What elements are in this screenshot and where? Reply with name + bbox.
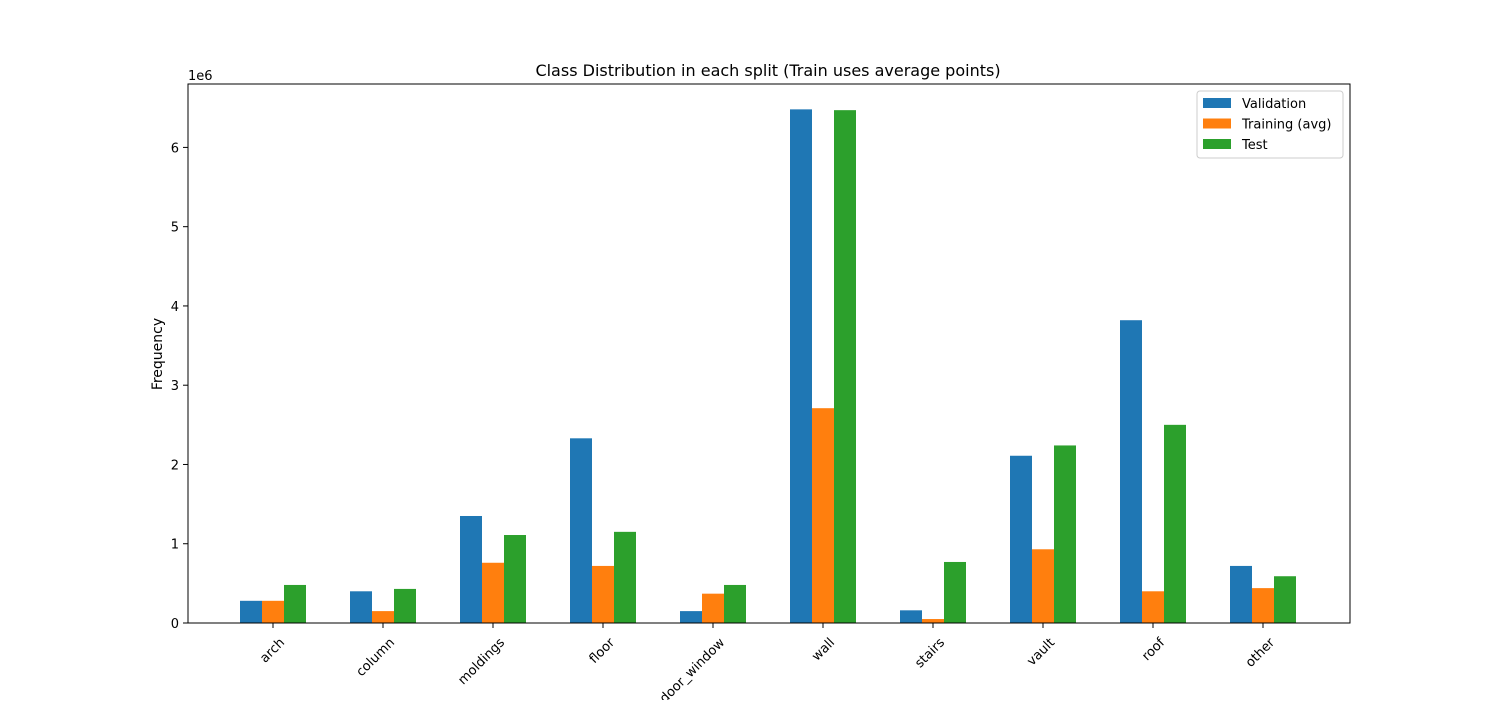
legend-label: Training (avg) xyxy=(1241,118,1331,133)
legend-label: Validation xyxy=(1242,97,1306,112)
y-tick-label: 0 xyxy=(171,617,179,632)
x-tick-label: roof xyxy=(1139,635,1168,664)
legend-swatch xyxy=(1203,139,1231,149)
bar-stairs xyxy=(944,561,966,623)
bar-arch xyxy=(284,584,306,623)
bar-floor xyxy=(592,565,614,623)
bar-other xyxy=(1252,588,1274,623)
bar-vault xyxy=(1010,455,1032,623)
y-tick-label: 5 xyxy=(171,221,179,236)
x-tick-label: moldings xyxy=(455,635,508,688)
y-tick-label: 2 xyxy=(171,458,179,473)
bar-column xyxy=(372,611,394,623)
bar-column xyxy=(350,591,372,623)
legend-swatch xyxy=(1203,98,1231,108)
y-axis-label: Frequency xyxy=(150,318,166,390)
bar-other xyxy=(1274,576,1296,623)
chart-title: Class Distribution in each split (Train … xyxy=(535,61,1000,80)
bar-door-window xyxy=(724,584,746,623)
bar-vault xyxy=(1054,445,1076,623)
bar-wall xyxy=(834,110,856,624)
series-validation xyxy=(240,109,1252,624)
x-tick-label: other xyxy=(1243,635,1279,671)
bar-other xyxy=(1230,565,1252,623)
bar-floor xyxy=(570,438,592,623)
bar-door-window xyxy=(680,611,702,623)
bar-arch xyxy=(240,600,262,623)
x-tick-label: arch xyxy=(257,635,288,666)
bar-moldings xyxy=(482,562,504,623)
bars-layer xyxy=(240,109,1296,624)
bar-wall xyxy=(790,109,812,624)
x-tick-label: door_window xyxy=(657,635,728,700)
y-tick-label: 6 xyxy=(171,141,179,156)
series-test xyxy=(284,110,1296,624)
bar-stairs xyxy=(922,619,944,623)
bar-moldings xyxy=(504,535,526,623)
bar-roof xyxy=(1164,424,1186,623)
series-training-avg xyxy=(262,408,1274,623)
y-tick-label: 1 xyxy=(171,538,179,553)
bar-arch xyxy=(262,600,284,623)
x-tick-label: wall xyxy=(809,635,838,664)
bar-floor xyxy=(614,531,636,623)
legend-label: Test xyxy=(1241,138,1268,153)
plot-frame xyxy=(187,83,1351,624)
bar-stairs xyxy=(900,610,922,623)
x-tick-label: stairs xyxy=(912,635,948,671)
legend: Validation Training (avg) Test xyxy=(1196,90,1344,159)
bar-door-window xyxy=(702,593,724,623)
x-tick-label: floor xyxy=(587,635,619,667)
bar-moldings xyxy=(460,515,482,623)
x-tick-label: column xyxy=(354,635,398,679)
bar-roof xyxy=(1142,591,1164,623)
bar-column xyxy=(394,588,416,623)
x-tick-label: vault xyxy=(1024,635,1058,669)
bar-vault xyxy=(1032,549,1054,623)
y-axis-scale-label: 1e6 xyxy=(188,69,213,84)
legend-box xyxy=(1196,90,1344,159)
bar-wall xyxy=(812,408,834,623)
legend-swatch xyxy=(1203,118,1231,129)
y-tick-label: 3 xyxy=(171,379,179,394)
y-tick-label: 4 xyxy=(171,300,179,315)
bar-roof xyxy=(1120,320,1142,623)
